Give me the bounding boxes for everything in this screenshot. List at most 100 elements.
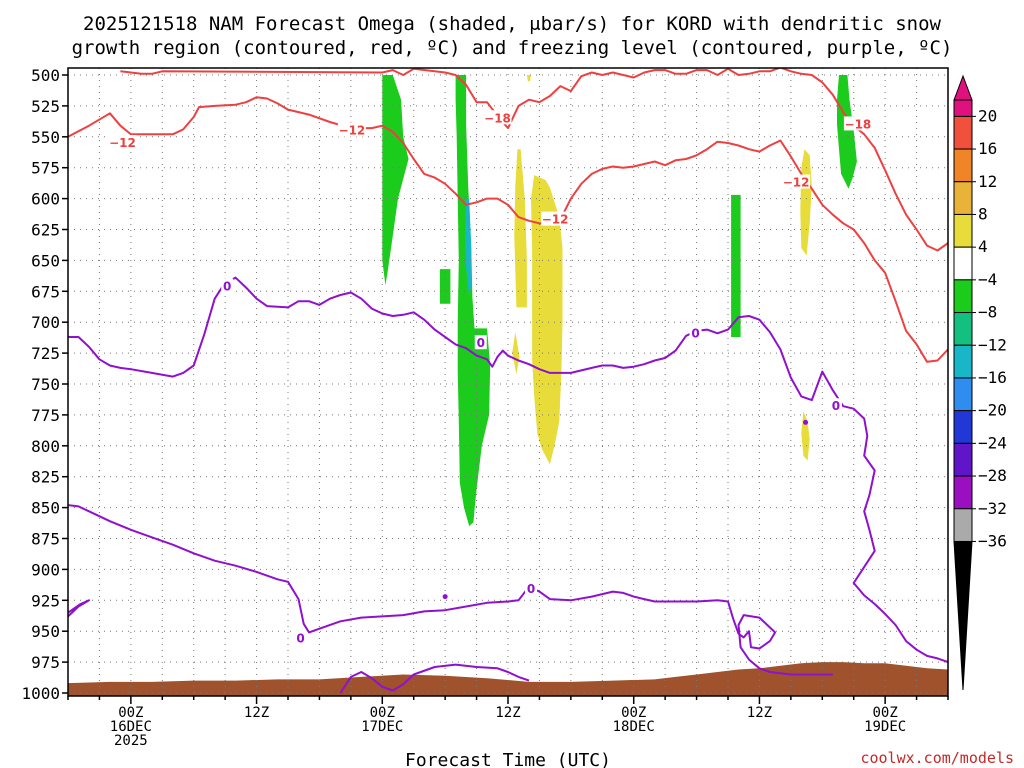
x-tick-label: 00Z	[621, 705, 646, 721]
colorbar-swatch	[953, 442, 973, 477]
y-tick-label: 525	[31, 97, 60, 116]
colorbar-swatch	[953, 344, 973, 379]
colorbar-swatch	[953, 475, 973, 510]
chart-title-line2: growth region (contoured, red, ºC) and f…	[72, 37, 953, 59]
y-tick-label: 875	[31, 530, 60, 549]
colorbar: 20 16 12 8 4 −4 −8 −12 −16 −20 −24 −28 −32 −36	[953, 74, 1007, 691]
omega-shade-teal	[465, 198, 472, 298]
x-tick-label: 2025	[114, 733, 148, 749]
colorbar-swatch	[953, 115, 973, 150]
y-tick-label: 900	[31, 560, 60, 579]
x-axis-label: Forecast Time (UTC)	[405, 750, 611, 768]
omega-shade-green	[382, 75, 409, 286]
chart-title-line1: 2025121518 NAM Forecast Omega (shaded, μ…	[83, 13, 941, 35]
colorbar-swatch	[953, 181, 973, 215]
x-tick-label: 00Z	[118, 705, 143, 721]
y-tick-label: 850	[31, 499, 60, 518]
x-tick-label: 12Z	[495, 705, 520, 721]
freezing-contour-label: 0	[223, 279, 231, 293]
omega-shade-green	[455, 75, 491, 527]
y-tick-label: 650	[31, 251, 60, 270]
credit-text: coolwx.com/models	[860, 749, 1014, 767]
freezing-contour-label: 0	[477, 336, 485, 350]
y-tick-label: 625	[31, 221, 60, 240]
y-tick-label: 700	[31, 313, 60, 332]
omega-shade-yellow	[526, 75, 531, 82]
colorbar-label: 4	[978, 237, 988, 256]
y-tick-label: 600	[31, 190, 60, 209]
freezing-contour-label-bg	[525, 581, 538, 596]
dgz-contour-label-bg	[483, 110, 512, 125]
colorbar-label: 12	[978, 172, 997, 191]
colorbar-swatch	[953, 99, 973, 117]
colorbar-swatch	[953, 410, 973, 444]
y-tick-label: 775	[31, 406, 60, 425]
x-tick-label: 16DEC	[110, 719, 152, 735]
y-tick-label: 1000	[21, 684, 60, 703]
colorbar-label: −24	[978, 433, 1007, 452]
x-tick-label: 19DEC	[864, 719, 906, 735]
x-tick-label: 00Z	[370, 705, 395, 721]
omega-shade-yellow	[514, 149, 527, 308]
dgz-contour-label-bg	[108, 134, 137, 149]
y-tick-label: 575	[31, 159, 60, 178]
colorbar-label: −8	[978, 303, 997, 322]
freezing-contour-label-bg	[474, 335, 487, 350]
colorbar-top-arrow	[953, 74, 973, 101]
x-tick-label: 00Z	[872, 705, 897, 721]
colorbar-label: −36	[978, 531, 1007, 550]
dgz-contour-label-bg	[337, 122, 366, 137]
freezing-level-contour	[339, 663, 530, 694]
dgz-contour-label-bg	[782, 174, 811, 189]
y-tick-label: 725	[31, 344, 60, 363]
y-tick-label: 500	[31, 66, 60, 85]
colorbar-bottom-arrow	[953, 540, 973, 691]
omega-shade-green	[439, 269, 451, 304]
colorbar-swatch	[953, 213, 973, 248]
omega-shade-yellow	[800, 149, 812, 256]
contour-dot	[803, 419, 809, 425]
y-tick-label: 825	[31, 468, 60, 487]
colorbar-label: −12	[978, 335, 1007, 354]
colorbar-label: 8	[978, 204, 988, 223]
freezing-contour-label: 0	[691, 326, 699, 340]
dgz-contour-label: −12	[339, 124, 366, 138]
colorbar-swatch	[953, 377, 973, 412]
colorbar-label: 16	[978, 139, 997, 158]
colorbar-label: −4	[978, 270, 997, 289]
dgz-contour-label-bg	[843, 116, 872, 131]
freezing-contour-label: 0	[527, 582, 535, 596]
omega-shade-yellow	[531, 175, 563, 465]
omega-shade-yellow	[801, 411, 810, 461]
y-tick-label: 800	[31, 437, 60, 456]
y-tick-label: 925	[31, 591, 60, 610]
dgz-contour-label: −12	[783, 176, 810, 190]
freezing-level-contour	[68, 599, 90, 618]
colorbar-label: −32	[978, 499, 1007, 518]
omega-shade-green	[731, 194, 741, 337]
dgz-contour-label: −18	[845, 117, 872, 131]
y-tick-label: 975	[31, 653, 60, 672]
freezing-contour-label-bg	[829, 398, 842, 413]
freezing-level-contour	[68, 504, 833, 676]
dgz-contour-label-bg	[541, 211, 570, 226]
dgz-contour-label: −12	[109, 136, 136, 150]
colorbar-swatch	[953, 312, 973, 346]
y-tick-label: 950	[31, 622, 60, 641]
colorbar-swatch	[953, 148, 973, 183]
dgz-contour-label: −12	[542, 213, 569, 227]
colorbar-label: −20	[978, 401, 1007, 420]
x-tick-label: 12Z	[747, 705, 772, 721]
x-tick-label: 12Z	[244, 705, 269, 721]
contour-dot	[442, 594, 448, 600]
freezing-contour-label-bg	[689, 325, 702, 340]
contour-labels: −12 −12 −18 −12 −12 −18 0 0 0 0 0 0	[108, 110, 872, 646]
omega-shade-yellow	[512, 332, 520, 375]
colorbar-label: −28	[978, 466, 1007, 485]
terrain-fill	[68, 662, 948, 696]
x-tick-label: 17DEC	[361, 719, 403, 735]
y-tick-label: 675	[31, 282, 60, 301]
colorbar-label: −16	[978, 368, 1007, 387]
colorbar-swatch	[953, 279, 973, 314]
